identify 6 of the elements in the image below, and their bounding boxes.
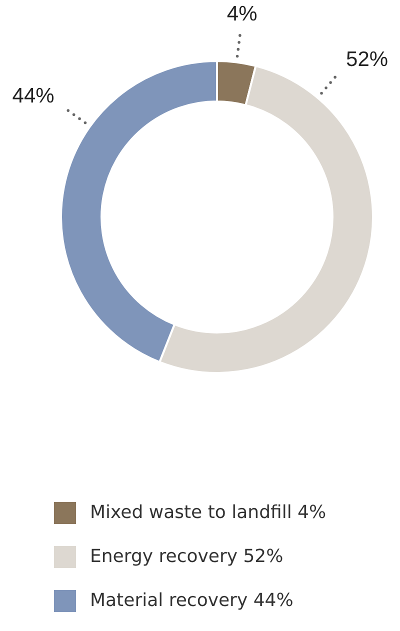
data-label: 44% — [12, 84, 54, 108]
legend-label: Energy recovery 52% — [90, 545, 284, 569]
data-label: 52% — [346, 48, 388, 71]
data-label: 4% — [226, 2, 258, 26]
legend-label: Material recovery 44% — [90, 589, 294, 613]
legend-label: Mixed waste to landfill 4% — [90, 501, 326, 525]
